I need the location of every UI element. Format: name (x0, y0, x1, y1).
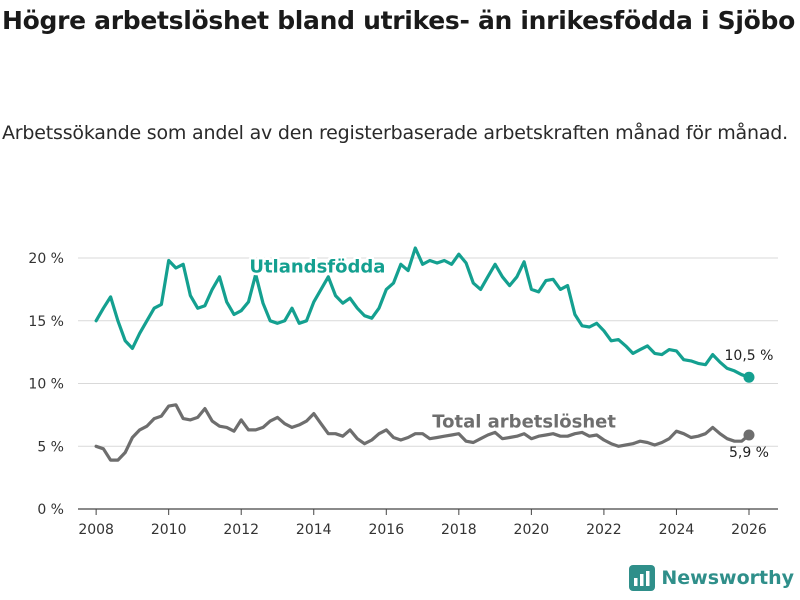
y-tick-label: 20 % (28, 251, 64, 267)
utlandsfodda-end-value: 10,5 % (725, 348, 774, 364)
total-arbetsloshet-end-point (743, 429, 755, 441)
x-tick-label: 2008 (78, 522, 114, 538)
x-tick-label: 2018 (441, 522, 477, 538)
utlandsfodda-line (94, 246, 751, 379)
utlandsfodda-label: Utlandsfödda (249, 256, 385, 277)
total-arbetsloshet-label: Total arbetslöshet (432, 411, 616, 432)
chart-title: Högre arbetslöshet bland utrikes- än inr… (2, 6, 795, 35)
total-arbetsloshet-end-value: 5,9 % (729, 445, 769, 461)
y-tick-label: 5 % (37, 439, 64, 455)
x-tick-label: 2010 (151, 522, 187, 538)
series-layer (94, 246, 755, 462)
x-tick-label: 2022 (586, 522, 622, 538)
y-tick-label: 10 % (28, 377, 64, 393)
x-tick-label: 2012 (223, 522, 259, 538)
x-tick-label: 2020 (514, 522, 550, 538)
newsworthy-logo-icon (629, 565, 656, 591)
x-tick-label: 2026 (731, 522, 767, 538)
label-layer: Utlandsfödda Total arbetslöshet 10,5 % 5,9 … (247, 254, 774, 461)
x-tick-label: 2024 (659, 522, 695, 538)
x-tick-label: 2014 (296, 522, 332, 538)
y-tick-label: 15 % (28, 314, 64, 330)
brand-name: Newsworthy (661, 567, 794, 589)
x-tick-label: 2016 (368, 522, 404, 538)
y-tick-label: 0 % (37, 502, 64, 518)
chart-subtitle: Arbetssökande som andel av den registerb… (2, 122, 788, 144)
newsworthy-logo: Newsworthy (629, 565, 794, 591)
axis-layer: 0 % 5 % 10 % 15 % 20 % 2008 2010 2012 2014 2016 20… (28, 251, 766, 538)
grid-layer (78, 257, 778, 510)
total-arbetsloshet-line (94, 403, 751, 462)
utlandsfodda-end-point (743, 371, 755, 383)
